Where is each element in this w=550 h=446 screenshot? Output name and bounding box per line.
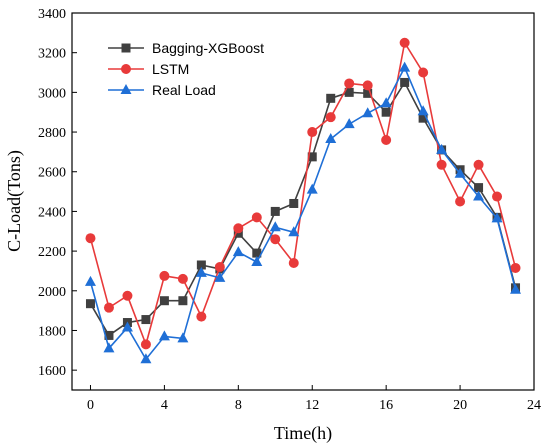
data-point-lstm bbox=[399, 37, 410, 48]
data-point-real-load bbox=[269, 221, 281, 232]
data-point-bagging-xgboost bbox=[196, 260, 206, 270]
data-point-real-load bbox=[84, 275, 96, 286]
data-point-lstm bbox=[455, 196, 466, 207]
y-tick-label: 2200 bbox=[38, 245, 66, 260]
data-point-bagging-xgboost bbox=[178, 296, 188, 306]
data-point-real-load bbox=[121, 321, 133, 332]
data-point-bagging-xgboost bbox=[270, 206, 280, 216]
data-point-real-load bbox=[473, 190, 485, 201]
y-tick-label: 2400 bbox=[38, 205, 66, 220]
data-point-bagging-xgboost bbox=[85, 299, 95, 309]
data-point-bagging-xgboost bbox=[104, 330, 114, 340]
legend-marker-lstm bbox=[121, 64, 131, 74]
data-point-real-load bbox=[177, 332, 189, 343]
data-point-lstm bbox=[196, 311, 207, 322]
data-point-lstm bbox=[510, 262, 521, 273]
data-point-lstm bbox=[492, 191, 503, 202]
data-point-real-load bbox=[380, 97, 392, 108]
data-point-lstm bbox=[233, 223, 244, 234]
y-tick-label: 3000 bbox=[38, 86, 66, 101]
data-point-real-load bbox=[436, 143, 448, 154]
series-line-lstm bbox=[89, 40, 517, 347]
data-point-lstm bbox=[85, 233, 96, 244]
y-tick-label: 1800 bbox=[38, 324, 66, 339]
data-point-lstm bbox=[103, 302, 114, 313]
y-tick-label: 2800 bbox=[38, 126, 66, 141]
data-point-real-load bbox=[454, 167, 466, 178]
data-point-real-load bbox=[343, 118, 355, 129]
data-point-bagging-xgboost bbox=[159, 296, 169, 306]
data-point-real-load bbox=[417, 105, 429, 116]
data-point-bagging-xgboost bbox=[344, 87, 354, 97]
data-point-lstm bbox=[436, 159, 447, 170]
data-point-lstm bbox=[344, 78, 355, 89]
data-point-real-load bbox=[214, 271, 226, 282]
data-point-lstm bbox=[270, 234, 281, 245]
x-tick-label: 20 bbox=[453, 398, 467, 413]
data-point-real-load bbox=[306, 183, 318, 194]
x-tick-label: 4 bbox=[161, 398, 168, 413]
data-point-bagging-xgboost bbox=[400, 77, 410, 87]
x-axis: 0 4 8 12 16 20 24 bbox=[87, 385, 541, 413]
y-tick-label: 2600 bbox=[38, 166, 66, 181]
data-point-bagging-xgboost bbox=[418, 113, 428, 123]
data-point-real-load bbox=[362, 107, 374, 118]
data-point-bagging-xgboost bbox=[307, 152, 317, 162]
data-point-bagging-xgboost bbox=[474, 183, 484, 193]
y-tick-label: 2000 bbox=[38, 285, 66, 300]
legend-marker-real-load bbox=[120, 84, 132, 94]
y-tick-label: 1600 bbox=[38, 364, 66, 379]
data-point-lstm bbox=[288, 258, 299, 269]
data-point-lstm bbox=[473, 159, 484, 170]
data-point-lstm bbox=[140, 339, 151, 350]
series-real-load bbox=[84, 61, 522, 364]
series-lstm bbox=[85, 37, 521, 350]
data-point-bagging-xgboost bbox=[141, 315, 151, 325]
y-tick-label: 3400 bbox=[38, 7, 66, 22]
data-point-bagging-xgboost bbox=[252, 248, 262, 258]
data-point-lstm bbox=[307, 127, 318, 138]
legend-marker-bagging-xgboost bbox=[121, 43, 131, 53]
data-point-real-load bbox=[158, 330, 170, 341]
data-point-real-load bbox=[399, 61, 411, 72]
y-axis-title: C-Load(Tons) bbox=[4, 150, 25, 252]
data-point-real-load bbox=[232, 246, 244, 257]
data-point-lstm bbox=[214, 261, 225, 272]
data-point-lstm bbox=[122, 290, 133, 301]
legend-label-bagging-xgboost: Bagging-XGBoost bbox=[152, 40, 264, 56]
data-point-bagging-xgboost bbox=[326, 93, 336, 103]
x-tick-label: 0 bbox=[87, 398, 94, 413]
data-point-bagging-xgboost bbox=[289, 198, 299, 208]
x-tick-label: 12 bbox=[305, 398, 319, 413]
x-tick-label: 24 bbox=[527, 398, 541, 413]
data-point-lstm bbox=[251, 212, 262, 223]
x-tick-label: 16 bbox=[379, 398, 393, 413]
series-layer bbox=[84, 37, 522, 364]
data-point-real-load bbox=[491, 212, 503, 223]
data-point-real-load bbox=[288, 226, 300, 237]
y-axis: 1600 1800 2000 2200 2400 2600 2800 3000 3200 3400 bbox=[38, 7, 77, 379]
plot-frame bbox=[71, 12, 535, 391]
x-axis-title: Time(h) bbox=[274, 423, 332, 444]
data-point-real-load bbox=[325, 132, 337, 143]
data-point-real-load bbox=[251, 256, 263, 267]
data-point-lstm bbox=[177, 273, 188, 284]
data-point-lstm bbox=[159, 270, 170, 281]
data-point-lstm bbox=[362, 80, 373, 91]
legend: Bagging-XGBoost LSTM Real Load bbox=[108, 40, 264, 98]
data-point-lstm bbox=[325, 112, 336, 123]
data-point-real-load bbox=[103, 342, 115, 353]
data-point-real-load bbox=[510, 283, 522, 294]
legend-label-real-load: Real Load bbox=[152, 82, 216, 98]
data-point-bagging-xgboost bbox=[381, 107, 391, 117]
x-tick-label: 8 bbox=[235, 398, 242, 413]
data-point-real-load bbox=[140, 353, 152, 364]
data-point-real-load bbox=[195, 266, 207, 277]
data-point-lstm bbox=[418, 67, 429, 78]
legend-label-lstm: LSTM bbox=[152, 61, 189, 77]
data-point-bagging-xgboost bbox=[363, 88, 373, 98]
y-tick-label: 3200 bbox=[38, 47, 66, 62]
data-point-lstm bbox=[381, 134, 392, 145]
